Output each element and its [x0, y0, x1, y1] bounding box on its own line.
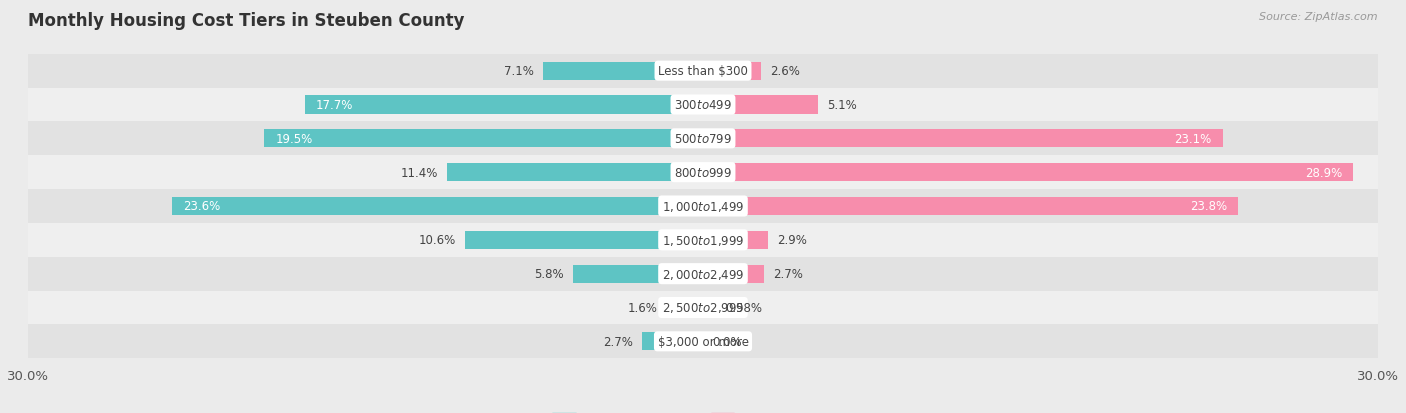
Bar: [28, 156, 1378, 190]
Text: 19.5%: 19.5%: [276, 133, 312, 145]
Text: Source: ZipAtlas.com: Source: ZipAtlas.com: [1260, 12, 1378, 22]
Text: $3,000 or more: $3,000 or more: [658, 335, 748, 348]
Bar: [264, 130, 703, 148]
Text: 10.6%: 10.6%: [419, 234, 456, 247]
Text: $2,500 to $2,999: $2,500 to $2,999: [662, 301, 744, 315]
Text: $2,000 to $2,499: $2,000 to $2,499: [662, 267, 744, 281]
Bar: [28, 88, 1378, 122]
Bar: [28, 55, 1378, 88]
Text: 2.6%: 2.6%: [770, 65, 800, 78]
Text: $800 to $999: $800 to $999: [673, 166, 733, 179]
Bar: [172, 197, 703, 216]
Bar: [447, 164, 703, 182]
Text: $1,500 to $1,999: $1,500 to $1,999: [662, 233, 744, 247]
Bar: [666, 299, 703, 317]
Bar: [703, 265, 763, 283]
Bar: [28, 325, 1378, 358]
Text: 23.8%: 23.8%: [1189, 200, 1227, 213]
Text: 7.1%: 7.1%: [505, 65, 534, 78]
Text: 23.6%: 23.6%: [183, 200, 221, 213]
Text: Less than $300: Less than $300: [658, 65, 748, 78]
Text: 2.9%: 2.9%: [778, 234, 807, 247]
Bar: [464, 231, 703, 249]
Bar: [543, 62, 703, 81]
Text: 11.4%: 11.4%: [401, 166, 437, 179]
Text: 0.58%: 0.58%: [725, 301, 762, 314]
Text: Monthly Housing Cost Tiers in Steuben County: Monthly Housing Cost Tiers in Steuben Co…: [28, 12, 464, 30]
Bar: [703, 130, 1223, 148]
Bar: [28, 122, 1378, 156]
Text: 28.9%: 28.9%: [1305, 166, 1341, 179]
Bar: [643, 332, 703, 351]
Bar: [703, 197, 1239, 216]
Bar: [572, 265, 703, 283]
Text: 1.6%: 1.6%: [628, 301, 658, 314]
Text: 5.1%: 5.1%: [827, 99, 856, 112]
Bar: [703, 231, 768, 249]
Text: $1,000 to $1,499: $1,000 to $1,499: [662, 199, 744, 214]
Bar: [703, 299, 716, 317]
Bar: [28, 291, 1378, 325]
Bar: [703, 96, 818, 114]
Bar: [703, 62, 762, 81]
Bar: [28, 190, 1378, 223]
Text: 17.7%: 17.7%: [316, 99, 353, 112]
Text: 5.8%: 5.8%: [534, 268, 564, 280]
Text: $300 to $499: $300 to $499: [673, 99, 733, 112]
Bar: [703, 164, 1353, 182]
Text: 2.7%: 2.7%: [773, 268, 803, 280]
Text: 23.1%: 23.1%: [1174, 133, 1212, 145]
Text: $500 to $799: $500 to $799: [673, 133, 733, 145]
Bar: [28, 223, 1378, 257]
Bar: [28, 257, 1378, 291]
Text: 2.7%: 2.7%: [603, 335, 633, 348]
Text: 0.0%: 0.0%: [711, 335, 741, 348]
Bar: [305, 96, 703, 114]
